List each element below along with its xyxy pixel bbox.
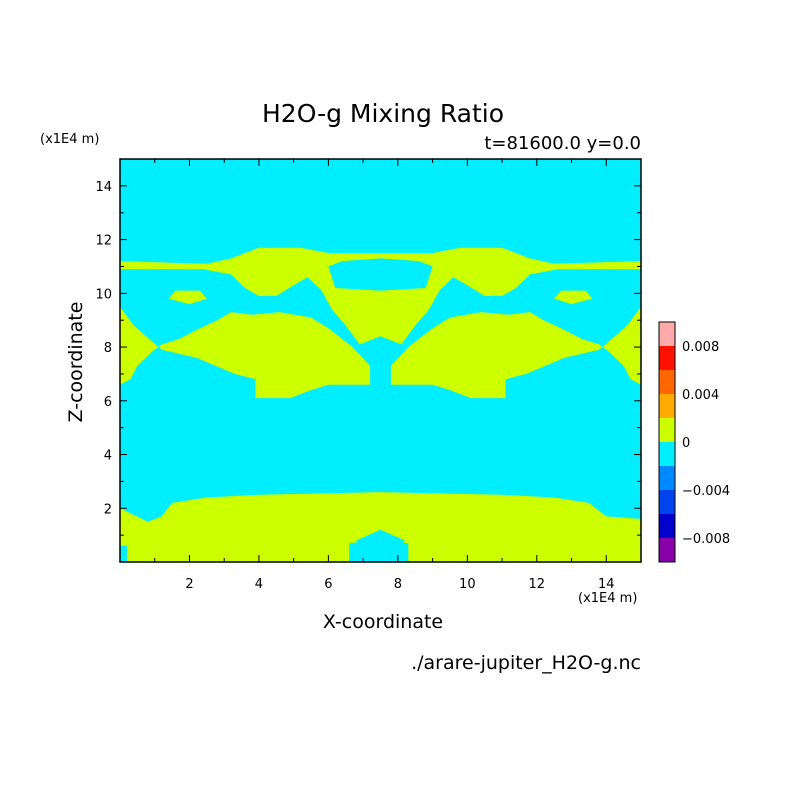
colorbar-tick-label: −0.008	[682, 532, 730, 547]
x-axis-title: X-coordinate	[323, 611, 443, 633]
field-region-middle-left	[120, 306, 371, 399]
field-island-left-island	[168, 290, 207, 305]
y-tick-label: 4	[104, 449, 112, 464]
field-island-right-island	[554, 290, 593, 305]
axis-ticks: 2 4 6 8 10 12 14 2 4 6 8 10 12 14	[95, 158, 642, 592]
colorbar-swatch	[659, 418, 675, 442]
field-region-lower-band	[120, 492, 641, 562]
field-hole-bottom-center-hole	[356, 529, 405, 557]
colorbar-swatch	[659, 322, 675, 346]
field-regions	[120, 247, 641, 562]
x-tick-label: 6	[324, 577, 332, 592]
x-tick-label: 2	[185, 577, 193, 592]
chart-title: H2O-g Mixing Ratio	[262, 99, 504, 128]
colorbar-tick-label: 0.008	[682, 340, 719, 355]
colorbar-swatch	[659, 370, 675, 394]
plot-frame	[119, 158, 642, 563]
x-tick-label: 10	[459, 577, 476, 592]
y-unit-label: (x1E4 m)	[40, 132, 99, 147]
x-tick-label: 4	[255, 577, 263, 592]
colorbar-swatch	[659, 514, 675, 538]
y-tick-label: 14	[95, 180, 112, 195]
y-tick-label: 2	[104, 502, 112, 517]
field-region-middle-right	[390, 306, 641, 399]
colorbar-swatch	[659, 466, 675, 490]
y-tick-label: 12	[95, 234, 112, 249]
x-tick-label: 8	[394, 577, 402, 592]
y-axis-title: Z-coordinate	[65, 302, 87, 423]
field-region-upper-wing	[120, 247, 641, 345]
y-tick-label: 6	[104, 395, 112, 410]
field-hole-top-center-hole	[328, 258, 433, 291]
colorbar-swatch	[659, 442, 675, 466]
colorbar: 0.008 0.004 0 −0.004 −0.008	[658, 321, 730, 563]
colorbar-swatch	[659, 394, 675, 418]
colorbar-tick-label: −0.004	[682, 484, 730, 499]
colorbar-tick-label: 0	[682, 436, 690, 451]
file-name-label: ./arare-jupiter_H2O-g.nc	[411, 652, 641, 674]
x-tick-label: 12	[529, 577, 546, 592]
colorbar-frame	[658, 321, 676, 563]
plot-area	[120, 159, 641, 562]
colorbar-swatch	[659, 490, 675, 514]
y-tick-label: 10	[95, 287, 112, 302]
y-tick-label: 8	[104, 341, 112, 356]
colorbar-tick-label: 0.004	[682, 388, 719, 403]
chart-subtitle: t=81600.0 y=0.0	[484, 133, 641, 154]
colorbar-swatch	[659, 346, 675, 370]
x-unit-label: (x1E4 m)	[578, 591, 637, 606]
colorbar-swatch	[659, 538, 675, 562]
x-tick-label: 14	[598, 577, 615, 592]
